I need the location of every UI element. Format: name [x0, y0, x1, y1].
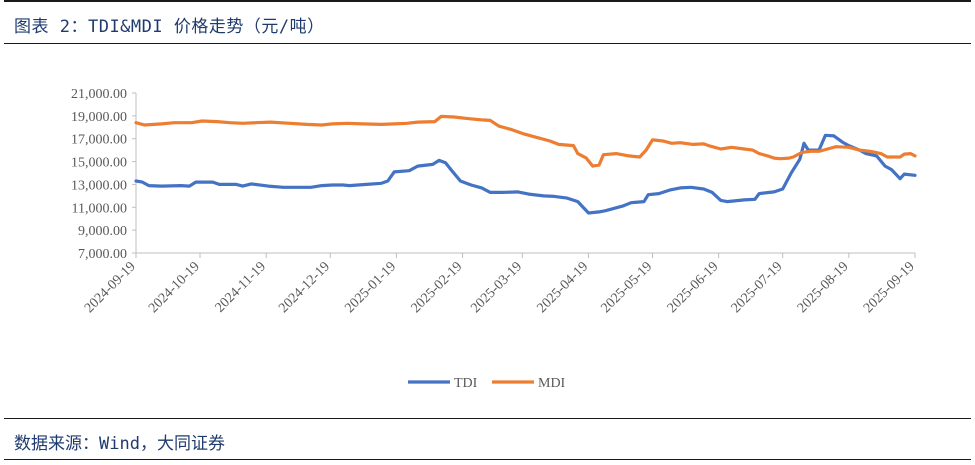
y-axis: 21,000.00 19,000.00 17,000.00 15,000.00 13,0… — [71, 87, 137, 262]
x-tick-label: 2024-12-19 — [276, 259, 333, 316]
x-tick-label: 2024-09-19 — [82, 259, 139, 316]
series-layer — [134, 114, 917, 215]
y-tick-label: 21,000.00 — [71, 87, 127, 102]
x-tick-label: 2024-10-19 — [146, 259, 203, 316]
figure-footer: 数据来源：Wind，大同证券 — [4, 418, 971, 460]
x-tick-label: 2025-01-19 — [342, 259, 399, 316]
y-tick-label: 9,000.00 — [78, 224, 127, 239]
x-axis: 2024-09-19 2024-10-19 2024-11-19 2024-12-19… — [82, 252, 918, 316]
legend-label-tdi: TDI — [454, 376, 478, 391]
series-line-mdi — [134, 114, 917, 168]
x-tick-label: 2025-08-19 — [795, 259, 852, 316]
figure-header: 图表 2：TDI&MDI 价格走势（元/吨） — [4, 0, 971, 44]
x-tick-label: 2025-06-19 — [665, 259, 722, 316]
source-note: 数据来源：Wind，大同证券 — [14, 434, 225, 454]
x-tick-label: 2025-04-19 — [534, 259, 591, 316]
x-tick-label: 2025-07-19 — [729, 259, 786, 316]
legend: TDI MDI — [408, 376, 566, 391]
x-tick-label: 2025-03-19 — [468, 259, 525, 316]
y-tick-label: 7,000.00 — [78, 247, 127, 262]
y-tick-label: 17,000.00 — [71, 133, 127, 148]
y-tick-label: 15,000.00 — [71, 156, 127, 171]
x-tick-label: 2025-09-19 — [861, 259, 918, 316]
x-tick-label: 2025-05-19 — [599, 259, 656, 316]
x-tick-label: 2024-11-19 — [213, 259, 269, 315]
y-tick-label: 11,000.00 — [72, 201, 127, 216]
y-tick-label: 13,000.00 — [71, 178, 127, 193]
legend-label-mdi: MDI — [538, 376, 566, 391]
series-line-tdi — [134, 133, 917, 215]
y-tick-label: 19,000.00 — [71, 110, 127, 125]
chart-title: 图表 2：TDI&MDI 价格走势（元/吨） — [14, 17, 325, 37]
x-tick-label: 2025-02-19 — [409, 259, 466, 316]
